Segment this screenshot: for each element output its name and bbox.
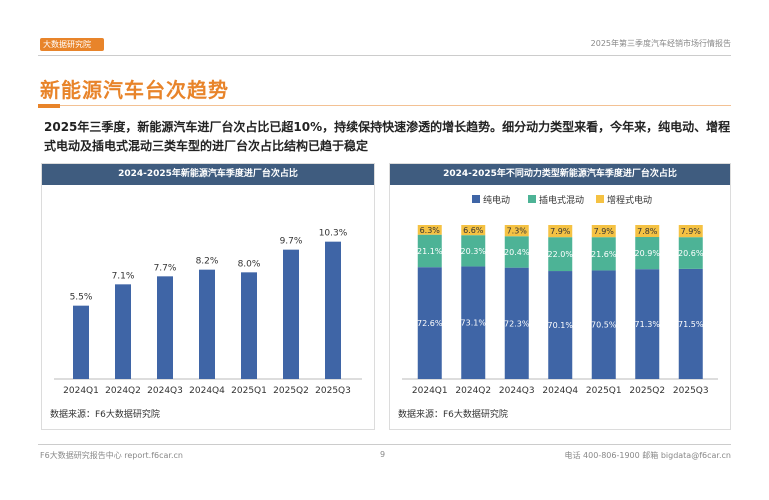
data-label: 71.5%: [678, 320, 704, 329]
bar-segment: [417, 267, 442, 379]
bar-segment: [504, 225, 529, 237]
data-label: 72.3%: [504, 319, 530, 328]
bar-segment: [461, 235, 486, 267]
powertrain-stacked-bar-chart: 纯电动 插电式混动 增程式电动 72.6% 21.1% 6.3% 2024Q1 73.1% 20…: [402, 194, 718, 396]
x-tick-label: 2025Q2: [629, 386, 665, 396]
page-number: 9: [380, 450, 386, 459]
brand-logo-text: 大数据研究院: [43, 40, 91, 49]
data-label: 8.0%: [238, 259, 261, 269]
bar-segment: [548, 225, 573, 238]
data-label: 20.9%: [635, 249, 661, 258]
legend-label: 插电式混动: [539, 194, 584, 206]
x-tick-label: 2024Q3: [499, 386, 535, 396]
bar-segment: [678, 225, 703, 238]
data-label: 73.1%: [461, 319, 487, 328]
bar: [73, 305, 89, 379]
data-label: 7.9%: [594, 227, 615, 236]
bar-segment: [417, 225, 442, 235]
bar: [157, 276, 173, 379]
data-label: 20.3%: [461, 247, 487, 256]
right-chart-title: 2024-2025年不同动力类型新能源汽车季度进厂台次占比: [390, 164, 730, 185]
data-label: 7.9%: [681, 227, 702, 236]
x-tick-label: 2025Q3: [315, 386, 351, 396]
footer-contact: 电话 400-806-1900 邮箱 bigdata@f6car.cn: [564, 451, 731, 460]
bar-segment: [591, 237, 616, 271]
bar: [325, 241, 341, 379]
right-chart-source: 数据来源：F6大数据研究院: [398, 410, 508, 420]
bar-segment: [591, 270, 616, 379]
title-accent-bar: [38, 104, 60, 108]
bar-segment: [504, 267, 529, 379]
x-tick-label: 2025Q1: [231, 386, 267, 396]
x-tick-label: 2024Q2: [105, 386, 141, 396]
data-label: 5.5%: [70, 293, 93, 303]
x-tick-label: 2025Q1: [586, 386, 622, 396]
data-label: 7.7%: [154, 263, 177, 273]
data-label: 70.5%: [591, 321, 617, 330]
footer-divider: [38, 444, 731, 445]
data-label: 20.6%: [678, 249, 704, 258]
bar-segment: [678, 237, 703, 269]
x-tick-label: 2024Q2: [455, 386, 491, 396]
data-label: 10.3%: [319, 229, 348, 239]
bar-segment: [417, 234, 442, 268]
x-tick-label: 2025Q3: [673, 386, 709, 396]
x-tick-label: 2024Q4: [542, 386, 578, 396]
data-label: 9.7%: [280, 237, 303, 247]
data-label: 7.1%: [112, 271, 135, 281]
left-chart-panel: 2024-2025年新能源汽车季度进厂台次占比 5.5% 2024Q1 7.1% 20…: [41, 163, 375, 430]
bar-segment: [678, 268, 703, 379]
ev-share-bar-chart: 5.5% 2024Q1 7.1% 2024Q2 7.7% 2024Q3 8.2% 2024Q4…: [54, 229, 362, 396]
bar-segment: [461, 225, 486, 236]
left-chart-source: 数据来源：F6大数据研究院: [50, 410, 160, 420]
bar-segment: [635, 225, 660, 238]
bar-segment: [548, 271, 573, 379]
summary-text: 2025年三季度，新能源汽车进厂台次占比已超10%，持续保持快速渗透的增长趋势。…: [44, 120, 731, 153]
data-label: 21.6%: [591, 250, 617, 259]
data-label: 70.1%: [548, 321, 574, 330]
data-label: 20.4%: [504, 248, 530, 257]
title-divider: [60, 105, 731, 106]
report-title: 2025年第三季度汽车经销市场行情报告: [590, 39, 731, 48]
legend-label: 增程式电动: [607, 194, 652, 206]
bar-segment: [591, 225, 616, 238]
bar-segment: [461, 266, 486, 379]
data-label: 22.0%: [548, 250, 574, 259]
bar-segment: [504, 236, 529, 268]
header-divider: [38, 55, 731, 56]
footer-website: F6大数据研究报告中心 report.f6car.cn: [40, 451, 183, 460]
legend-swatch: [528, 195, 536, 203]
data-label: 7.9%: [550, 227, 571, 236]
bar-segment: [635, 269, 660, 379]
bar-segment: [548, 237, 573, 272]
x-tick-label: 2024Q1: [412, 386, 448, 396]
data-label: 71.3%: [635, 320, 661, 329]
legend-label: 纯电动: [483, 194, 510, 206]
bar-segment: [635, 237, 660, 270]
data-label: 7.3%: [507, 227, 528, 236]
data-label: 6.3%: [420, 226, 441, 235]
data-label: 8.2%: [196, 257, 219, 267]
bar: [241, 272, 257, 379]
data-label: 6.6%: [463, 226, 484, 235]
data-label: 7.8%: [637, 227, 658, 236]
data-label: 21.1%: [417, 247, 443, 256]
page-title: 新能源汽车台次趋势: [40, 78, 229, 102]
x-tick-label: 2024Q4: [189, 386, 225, 396]
legend-swatch: [596, 195, 604, 203]
legend-swatch: [472, 195, 480, 203]
right-chart-panel: 2024-2025年不同动力类型新能源汽车季度进厂台次占比 纯电动 插电式混动 增程…: [389, 163, 731, 430]
x-tick-label: 2024Q1: [63, 386, 99, 396]
bar: [283, 249, 299, 379]
bar: [115, 284, 131, 379]
data-label: 72.6%: [417, 319, 443, 328]
x-tick-label: 2024Q3: [147, 386, 183, 396]
left-chart-title: 2024-2025年新能源汽车季度进厂台次占比: [42, 164, 374, 185]
x-tick-label: 2025Q2: [273, 386, 309, 396]
brand-logo: 大数据研究院: [40, 38, 104, 51]
bar: [199, 269, 215, 379]
